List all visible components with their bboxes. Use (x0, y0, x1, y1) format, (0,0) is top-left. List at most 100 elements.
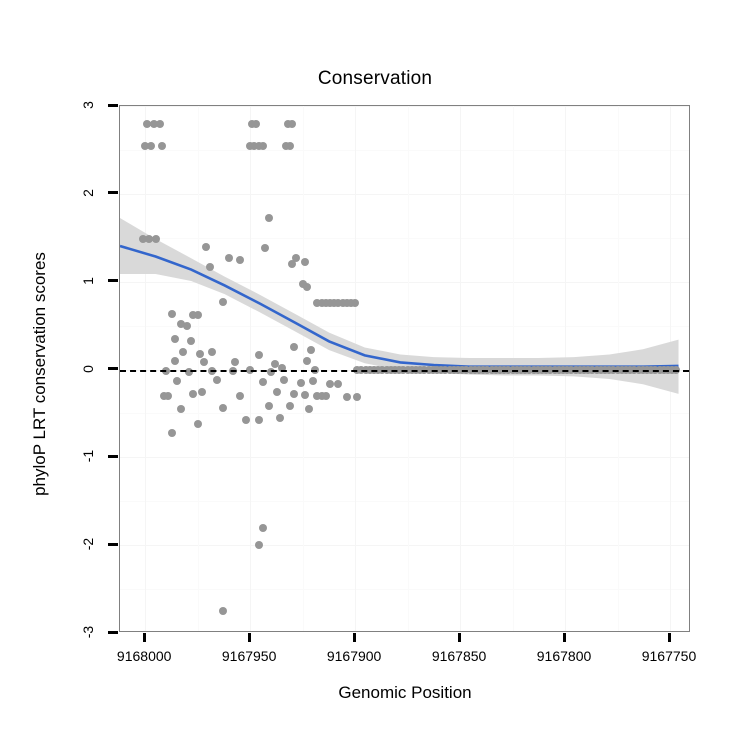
scatter-point (273, 388, 282, 397)
scatter-point (258, 377, 267, 386)
zero-reference-line (120, 369, 689, 372)
page-title: Conservation (317, 68, 433, 89)
confidence-band (120, 217, 679, 394)
scatter-point (235, 391, 244, 400)
y-axis-tick-label: 3 (80, 101, 96, 109)
scatter-point (260, 244, 269, 253)
scatter-point (231, 358, 240, 367)
scatter-point (218, 297, 227, 306)
scatter-point (338, 298, 347, 307)
scatter-point (321, 391, 330, 400)
scatter-point (334, 379, 343, 388)
y-axis-tick (108, 191, 118, 195)
scatter-point (300, 390, 309, 399)
scatter-point (302, 282, 311, 291)
x-axis-tick-label: 9167950 (221, 648, 277, 664)
scatter-point (139, 234, 148, 243)
scatter-point (300, 258, 309, 267)
scatter-point (346, 298, 355, 307)
scatter-point (172, 376, 181, 385)
scatter-point (206, 262, 215, 271)
scatter-point (212, 376, 221, 385)
scatter-point (265, 402, 274, 411)
scatter-point (250, 141, 259, 150)
scatter-point (286, 141, 295, 150)
scatter-point (317, 298, 326, 307)
scatter-point (199, 357, 208, 366)
scatter-point (241, 416, 250, 425)
scatter-point (170, 334, 179, 343)
scatter-point (189, 390, 198, 399)
gridline-horizontal-minor (120, 149, 689, 151)
plot-panel (119, 105, 690, 632)
gridline-horizontal (120, 193, 689, 195)
scatter-point (342, 392, 351, 401)
x-axis-tick-label: 9168000 (116, 648, 172, 664)
scatter-point (281, 141, 290, 150)
gridline-horizontal-minor (120, 325, 689, 327)
x-axis-tick (247, 633, 251, 642)
scatter-point (193, 311, 202, 320)
scatter-point (189, 311, 198, 320)
scatter-point (183, 321, 192, 330)
x-axis-tick (457, 633, 461, 642)
scatter-point (157, 141, 166, 150)
gridline-horizontal-minor (120, 501, 689, 503)
gridline-horizontal-minor (120, 589, 689, 591)
scatter-point (168, 428, 177, 437)
scatter-point (197, 388, 206, 397)
x-axis-tick-label: 9167750 (641, 648, 697, 664)
y-axis-tick-label: -2 (80, 537, 96, 551)
y-axis-tick (108, 367, 118, 370)
scatter-point (279, 376, 288, 385)
gridline-vertical (145, 106, 147, 631)
scatter-point (258, 141, 267, 150)
scatter-point (195, 349, 204, 358)
y-axis-tick (108, 542, 118, 546)
scatter-point (288, 260, 297, 269)
scatter-point (292, 253, 301, 262)
scatter-point (283, 120, 292, 129)
scatter-point (267, 368, 276, 377)
x-axis-tick (142, 633, 146, 642)
gridline-horizontal-minor (120, 413, 689, 415)
scatter-point (178, 347, 187, 356)
scatter-point (298, 280, 307, 289)
scatter-point (265, 213, 274, 222)
confidence-band-shape (120, 217, 679, 394)
scatter-point (290, 342, 299, 351)
scatter-point (208, 347, 217, 356)
scatter-point (313, 298, 322, 307)
scatter-point (218, 404, 227, 413)
scatter-point (302, 356, 311, 365)
gridline-horizontal (120, 545, 689, 547)
scatter-point (202, 242, 211, 251)
x-axis-tick (352, 633, 356, 642)
scatter-point (351, 298, 360, 307)
scatter-point (170, 356, 179, 365)
scatter-point (141, 141, 150, 150)
scatter-point (275, 413, 284, 422)
y-axis-tick-label: 0 (80, 364, 96, 373)
scatter-point (246, 141, 255, 150)
scatter-point (187, 336, 196, 345)
scatter-point (330, 298, 339, 307)
scatter-point (353, 392, 362, 401)
y-axis-tick-label: 1 (80, 276, 96, 285)
gridline-horizontal (120, 281, 689, 283)
scatter-point (176, 405, 185, 414)
scatter-point (288, 120, 297, 129)
zero-reference-line-layer (120, 106, 689, 631)
scatter-point (225, 253, 234, 262)
scatter-point (164, 391, 173, 400)
scatter-point (155, 120, 164, 129)
x-axis-tick-label: 9167900 (326, 648, 382, 664)
scatter-point (185, 368, 194, 377)
scatter-point (176, 319, 185, 328)
scatter-point (248, 120, 257, 129)
scatter-point (325, 379, 334, 388)
scatter-point (143, 120, 152, 129)
scatter-point (290, 390, 299, 399)
